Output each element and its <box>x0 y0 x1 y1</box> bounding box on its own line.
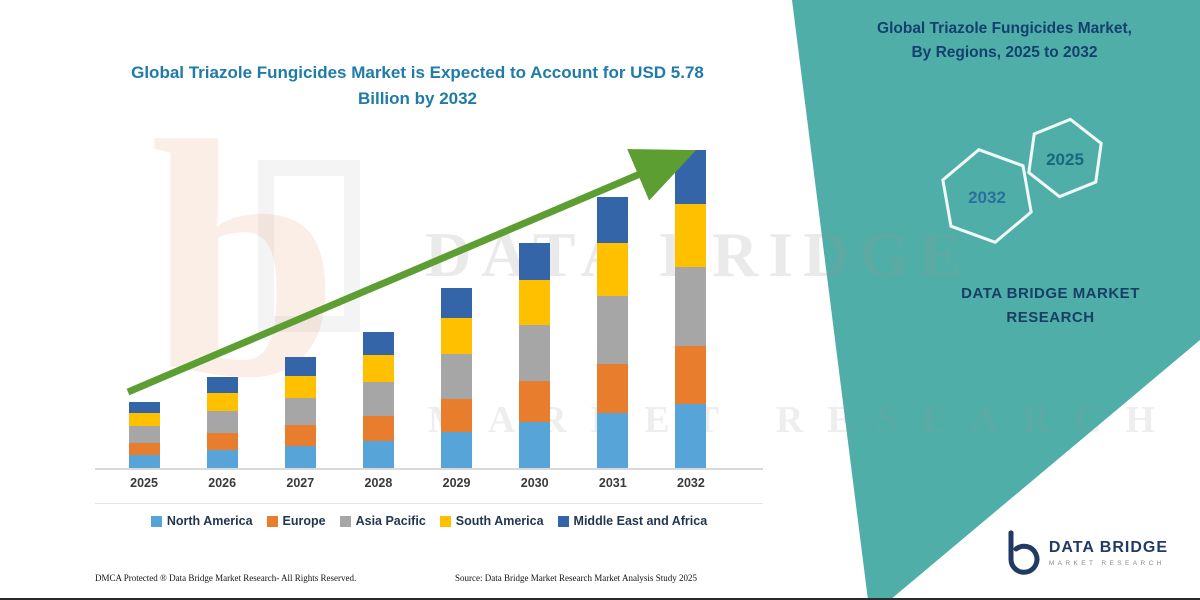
bar-segment-middle-east-and-africa-2027 <box>284 356 316 376</box>
stacked-bar-2032 <box>675 150 707 468</box>
legend-label-europe: Europe <box>282 514 326 528</box>
bar-segment-europe-2029 <box>441 398 473 432</box>
legend-swatch-north-america <box>150 515 162 527</box>
panel-brand-line2: RESEARCH <box>1006 309 1095 326</box>
x-axis-label-2030: 2030 <box>520 476 549 490</box>
bar-segment-asia-pacific-2029 <box>441 354 473 399</box>
bar-segment-asia-pacific-2032 <box>675 267 707 347</box>
bar-segment-europe-2027 <box>284 425 316 446</box>
hexagon-2032-outline <box>941 148 1033 244</box>
bar-segment-middle-east-and-africa-2031 <box>597 196 629 243</box>
bar-segment-north-america-2030 <box>519 422 551 468</box>
stacked-bar-2027 <box>284 356 316 468</box>
legend-label-south-america: South America <box>455 514 544 528</box>
chart-title: Global Triazole Fungicides Market is Exp… <box>131 63 704 109</box>
hexagon-badges: 2032 2025 <box>941 117 1103 244</box>
bar-segment-north-america-2027 <box>284 445 316 468</box>
x-axis-sub-rule <box>95 503 763 504</box>
footer-source-text: Source: Data Bridge Market Research Mark… <box>455 573 697 583</box>
legend-swatch-south-america <box>439 515 451 527</box>
stacked-bar-2025 <box>128 402 160 468</box>
bar-segment-europe-2030 <box>519 381 551 423</box>
legend-item-europe: Europe <box>266 514 326 528</box>
bar-segment-middle-east-and-africa-2029 <box>441 288 473 319</box>
logo-name: DATA BRIDGE <box>1048 539 1168 556</box>
side-panel-title: Global Triazole Fungicides Market, By Re… <box>837 17 1172 65</box>
hexagon-2032-label: 2032 <box>968 188 1006 207</box>
bar-segment-south-america-2030 <box>519 280 551 326</box>
stacked-bar-2026 <box>206 377 238 468</box>
side-panel-shape <box>792 0 1200 600</box>
x-axis-label-2026: 2026 <box>208 476 237 490</box>
bar-segment-asia-pacific-2027 <box>284 397 316 426</box>
x-axis-label-2028: 2028 <box>364 476 393 490</box>
bar-segment-europe-2028 <box>362 415 394 441</box>
bar-segment-south-america-2031 <box>597 242 629 297</box>
bar-segment-middle-east-and-africa-2026 <box>206 377 238 393</box>
hexagon-2025-outline <box>1027 117 1103 199</box>
panel-brand-text: DATA BRIDGE MARKET RESEARCH <box>938 282 1163 330</box>
x-axis-label-2031: 2031 <box>598 476 627 490</box>
side-panel-title-line1: Global Triazole Fungicides Market, <box>877 20 1132 37</box>
stacked-bar-2030 <box>519 242 551 468</box>
bar-segment-south-america-2028 <box>362 355 394 383</box>
x-axis-label-2027: 2027 <box>286 476 315 490</box>
x-axis-line <box>95 468 763 470</box>
bar-segment-europe-2025 <box>128 442 160 455</box>
bar-segment-north-america-2029 <box>441 431 473 468</box>
bottom-rule <box>0 598 1200 600</box>
x-axis-label-2032: 2032 <box>677 476 705 490</box>
legend-item-north-america: North America <box>150 514 253 528</box>
legend-swatch-middle-east-and-africa <box>557 515 569 527</box>
bar-segment-south-america-2029 <box>441 318 473 355</box>
bar-segment-north-america-2031 <box>597 413 629 468</box>
bar-segment-asia-pacific-2031 <box>597 296 629 364</box>
stacked-bar-chart <box>105 138 730 468</box>
bar-segment-south-america-2032 <box>675 204 707 268</box>
legend-item-south-america: South America <box>439 514 544 528</box>
bar-segment-north-america-2028 <box>362 440 394 468</box>
legend-item-asia-pacific: Asia Pacific <box>339 514 426 528</box>
bar-segment-north-america-2032 <box>675 404 707 468</box>
legend-label-asia-pacific: Asia Pacific <box>355 514 426 528</box>
x-axis-labels: 2025 2026 2027 2028 2029 2030 2031 2032 <box>105 476 730 490</box>
databridge-logo: DATA BRIDGE MARKET RESEARCH <box>999 530 1168 576</box>
bar-segment-middle-east-and-africa-2025 <box>128 402 160 414</box>
legend-swatch-asia-pacific <box>339 515 351 527</box>
legend-item-middle-east-and-africa: Middle East and Africa <box>557 514 708 528</box>
x-axis-label-2029: 2029 <box>442 476 471 490</box>
footer-dmca-text: DMCA Protected ® Data Bridge Market Rese… <box>95 573 357 583</box>
stacked-bar-2031 <box>597 196 629 468</box>
bar-segment-south-america-2025 <box>128 413 160 427</box>
bar-segment-south-america-2026 <box>206 392 238 411</box>
stacked-bar-2028 <box>362 332 394 468</box>
bar-segment-north-america-2026 <box>206 449 238 468</box>
x-axis-label-2025: 2025 <box>130 476 158 490</box>
chart-legend: North America Europe Asia Pacific South Ame… <box>85 514 773 528</box>
bar-segment-middle-east-and-africa-2028 <box>362 332 394 356</box>
bar-segment-north-america-2025 <box>128 454 160 468</box>
bar-segment-asia-pacific-2028 <box>362 382 394 416</box>
bar-segment-europe-2026 <box>206 433 238 450</box>
legend-label-middle-east-and-africa: Middle East and Africa <box>573 514 708 528</box>
bar-segment-south-america-2027 <box>284 375 316 398</box>
logo-text: DATA BRIDGE MARKET RESEARCH <box>1049 539 1168 567</box>
side-panel-title-line2: By Regions, 2025 to 2032 <box>911 44 1098 62</box>
legend-label-north-america: North America <box>166 514 253 528</box>
bar-segment-asia-pacific-2026 <box>206 410 238 434</box>
bar-segment-asia-pacific-2030 <box>519 325 551 382</box>
stacked-bar-2029 <box>441 288 473 468</box>
panel-brand-line1: DATA BRIDGE MARKET <box>961 285 1140 302</box>
hexagon-2025-label: 2025 <box>1046 150 1084 169</box>
bar-segment-europe-2032 <box>675 346 707 405</box>
bar-segment-middle-east-and-africa-2030 <box>519 242 551 281</box>
bar-segment-asia-pacific-2025 <box>128 426 160 443</box>
legend-swatch-europe <box>266 515 278 527</box>
logo-subtitle: MARKET RESEARCH <box>1048 560 1165 567</box>
bar-segment-europe-2031 <box>597 363 629 413</box>
databridge-logo-icon <box>1008 530 1040 575</box>
bar-segment-middle-east-and-africa-2032 <box>675 150 707 205</box>
